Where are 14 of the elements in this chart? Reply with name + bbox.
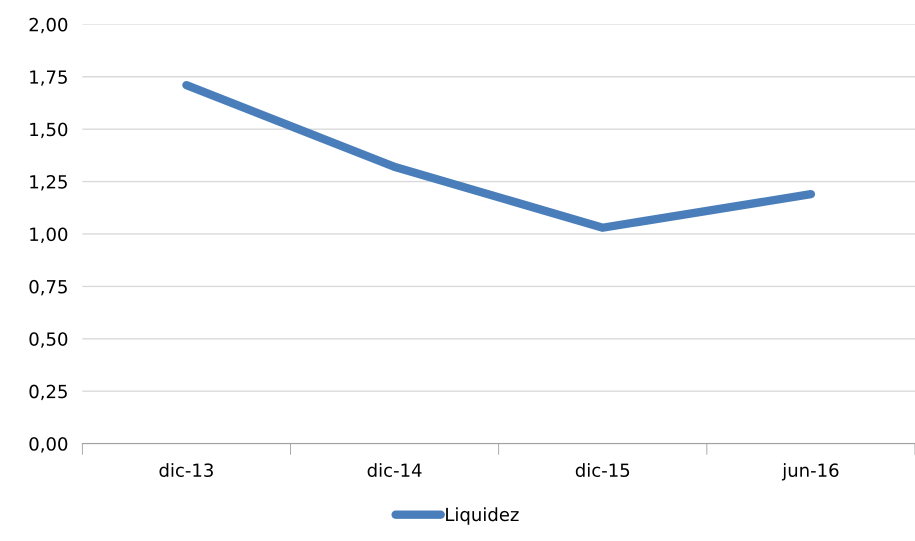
y-tick-label: 1,25 xyxy=(30,175,67,191)
y-tick-label: 0,50 xyxy=(29,332,68,348)
y-tick-label: 0,75 xyxy=(29,280,67,296)
y-tick-label: 2,00 xyxy=(30,18,68,34)
legend-label: Liquidez xyxy=(446,507,519,525)
y-tick-label: 1,75 xyxy=(30,70,67,86)
y-tick-label: 1,00 xyxy=(30,227,68,243)
x-tick-label: dic-14 xyxy=(368,463,422,478)
x-tick-label: jun-16 xyxy=(782,463,838,481)
x-tick-label: dic-15 xyxy=(576,463,630,478)
y-tick-label: 1,50 xyxy=(30,122,68,138)
x-tick-label: dic-13 xyxy=(159,463,213,478)
y-tick-label: 0,00 xyxy=(29,437,68,453)
y-tick-label: 0,25 xyxy=(29,384,67,400)
